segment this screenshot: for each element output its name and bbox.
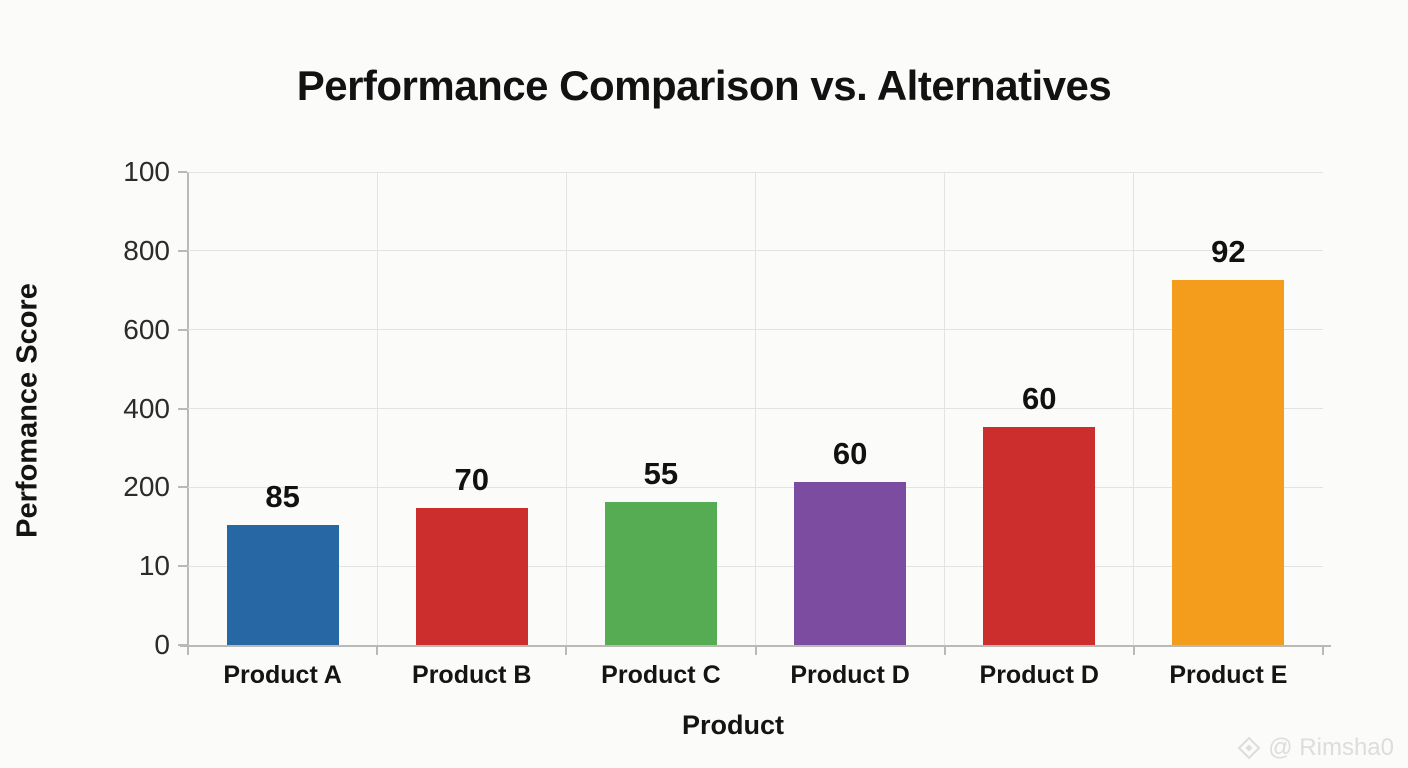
v-gridline	[944, 172, 946, 645]
watermark: @ Rimsha0	[1237, 734, 1394, 762]
x-tick-mark	[754, 647, 757, 655]
x-category-label: Product C	[601, 661, 721, 689]
x-tick-mark	[1132, 647, 1135, 655]
bar-value-label: 60	[832, 435, 868, 471]
bar-value-label: 92	[1211, 233, 1246, 269]
y-tick-mark	[178, 565, 187, 568]
y-axis-title: Perfomance Score	[11, 283, 44, 538]
y-tick-label: 800	[123, 234, 170, 266]
plot-area: 0 10 200 400 600 800 100 85 Product A 70 Product B…	[123, 156, 1331, 689]
x-tick-mark	[1322, 647, 1324, 655]
x-tick-mark	[943, 647, 946, 655]
y-tick-label: 600	[123, 313, 170, 345]
v-gridline	[376, 172, 378, 645]
y-tick-mark	[178, 171, 187, 173]
x-tick-mark	[376, 647, 379, 655]
x-axis-line	[180, 645, 1331, 647]
bar-product-e	[1172, 279, 1285, 645]
diamond-icon	[1237, 736, 1261, 760]
y-tick-label: 200	[123, 471, 170, 503]
y-tick-mark	[178, 644, 187, 646]
watermark-text: @ Rimsha0	[1268, 734, 1394, 761]
x-category-label: Product D	[790, 661, 910, 689]
x-axis-title: Product	[681, 710, 784, 740]
bar-value-label: 60	[1022, 380, 1057, 416]
v-gridline	[755, 172, 756, 645]
bar-product-c	[604, 502, 717, 645]
y-tick-label: 10	[138, 550, 170, 582]
y-tick-mark	[178, 486, 187, 489]
y-tick-mark	[178, 407, 187, 410]
x-category-label: Product D	[979, 661, 1099, 689]
v-gridline	[565, 172, 567, 645]
chart-title: Performance Comparison vs. Alternatives	[296, 62, 1112, 109]
y-tick-mark	[178, 249, 187, 252]
y-tick-label: 400	[123, 392, 170, 424]
bar-value-label: 70	[454, 461, 489, 497]
y-tick-label: 0	[154, 629, 170, 660]
v-gridline	[1133, 172, 1135, 645]
y-tick-label: 100	[123, 156, 170, 187]
x-category-label: Product A	[223, 661, 342, 689]
x-tick-mark	[187, 647, 189, 655]
bar-value-label: 55	[643, 456, 679, 492]
x-category-label: Product B	[412, 661, 532, 689]
bar-product-b	[415, 507, 528, 645]
bar-product-a	[226, 524, 339, 645]
x-tick-mark	[565, 647, 568, 655]
y-tick-mark	[178, 328, 187, 331]
bar-value-label: 85	[265, 478, 300, 514]
bar-product-d	[794, 481, 907, 645]
y-axis-line	[187, 172, 189, 652]
x-category-label: Product E	[1169, 661, 1288, 689]
bar-product-d	[983, 426, 1096, 645]
